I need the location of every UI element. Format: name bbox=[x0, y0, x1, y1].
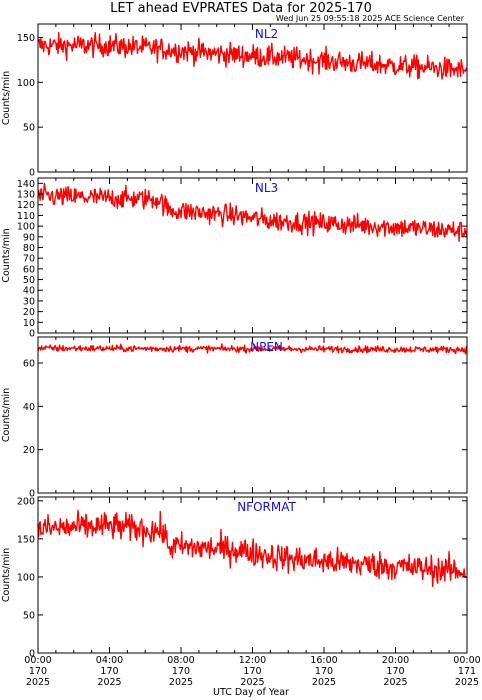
y-tick-label: 30 bbox=[23, 296, 35, 307]
y-axis-label: Counts/min bbox=[1, 548, 12, 602]
panels: 050100150Counts/minNL2010203040506070809… bbox=[1, 23, 481, 688]
timestamp: Wed Jun 25 09:55:18 2025 ACE Science Cen… bbox=[276, 14, 465, 23]
x-tick-label: 170 bbox=[243, 666, 261, 677]
x-tick-label: 171 bbox=[458, 666, 476, 677]
y-tick-label: 0 bbox=[29, 329, 35, 340]
y-tick-label: 150 bbox=[17, 33, 35, 44]
panel-nformat: 0 50 100 150 200 Counts/min NFORMAT bbox=[1, 496, 468, 660]
y-axis-label: Counts/min bbox=[1, 228, 12, 282]
y-tick-label: 90 bbox=[23, 232, 35, 243]
series-line bbox=[37, 343, 468, 355]
panel-label: NPEN bbox=[250, 340, 283, 354]
x-tick-label: 170 bbox=[100, 666, 118, 677]
x-tick-label: 170 bbox=[172, 666, 190, 677]
y-tick-label: 150 bbox=[17, 534, 35, 545]
y-tick-label: 100 bbox=[17, 78, 35, 89]
y-tick-label: 40 bbox=[23, 286, 35, 297]
panel-nl2: 0 50 100 150 Counts/min NL2 bbox=[1, 23, 468, 179]
y-tick-label: 0 bbox=[29, 168, 35, 179]
x-tick-label: 12:00 bbox=[239, 655, 266, 666]
x-tick-label: 00:00 bbox=[24, 655, 51, 666]
x-tick-label: 20:00 bbox=[382, 655, 409, 666]
y-tick-label: 100 bbox=[17, 572, 35, 583]
panel-label: NFORMAT bbox=[237, 500, 296, 514]
x-tick-label: 2025 bbox=[169, 677, 193, 688]
panel-label: NL3 bbox=[255, 181, 278, 195]
y-tick-label: 0 bbox=[29, 489, 35, 500]
y-tick-label: 110 bbox=[17, 211, 35, 222]
panel-npen: 0 20 40 60 Counts/min NPEN bbox=[1, 336, 468, 500]
series-line bbox=[37, 509, 468, 588]
y-tick-label: 50 bbox=[23, 610, 35, 621]
y-tick-label: 120 bbox=[17, 200, 35, 211]
y-tick-label: 20 bbox=[23, 307, 35, 318]
y-tick-label: 140 bbox=[17, 179, 35, 190]
y-tick-label: 200 bbox=[17, 496, 35, 507]
x-tick-label: 2025 bbox=[312, 677, 336, 688]
y-tick-label: 50 bbox=[23, 123, 35, 134]
series-line bbox=[37, 32, 468, 80]
y-axis-label: Counts/min bbox=[1, 388, 12, 442]
y-tick-label: 50 bbox=[23, 275, 35, 286]
x-tick-label: 2025 bbox=[26, 677, 50, 688]
x-tick-label: 2025 bbox=[240, 677, 264, 688]
x-tick-label: 2025 bbox=[383, 677, 407, 688]
y-tick-label: 20 bbox=[23, 445, 35, 456]
x-tick-label: 170 bbox=[315, 666, 333, 677]
y-tick-label: 10 bbox=[23, 318, 35, 329]
chart-title: LET ahead EVPRATES Data for 2025-170 bbox=[110, 1, 372, 16]
y-axis-label: Counts/min bbox=[1, 71, 12, 125]
plot-frame bbox=[37, 336, 468, 494]
x-tick-label: 04:00 bbox=[96, 655, 123, 666]
y-tick-label: 100 bbox=[17, 222, 35, 233]
y-tick-label: 40 bbox=[23, 402, 35, 413]
series-line bbox=[37, 182, 468, 243]
y-tick-label: 130 bbox=[17, 190, 35, 201]
y-tick-label: 0 bbox=[29, 649, 35, 660]
x-tick-label: 2025 bbox=[97, 677, 121, 688]
x-tick-label: 170 bbox=[29, 666, 47, 677]
x-tick-label: 170 bbox=[386, 666, 404, 677]
x-tick-label: 08:00 bbox=[167, 655, 194, 666]
plot-frame bbox=[37, 177, 468, 334]
x-tick-label: 2025 bbox=[455, 677, 479, 688]
x-tick-label: 16:00 bbox=[310, 655, 337, 666]
x-axis-label: UTC Day of Year bbox=[213, 687, 289, 698]
y-tick-label: 60 bbox=[23, 264, 35, 275]
panel-label: NL2 bbox=[255, 27, 278, 41]
y-tick-label: 80 bbox=[23, 243, 35, 254]
x-tick-label: 00:00 bbox=[453, 655, 480, 666]
y-tick-label: 60 bbox=[23, 359, 35, 370]
y-tick-label: 70 bbox=[23, 254, 35, 265]
